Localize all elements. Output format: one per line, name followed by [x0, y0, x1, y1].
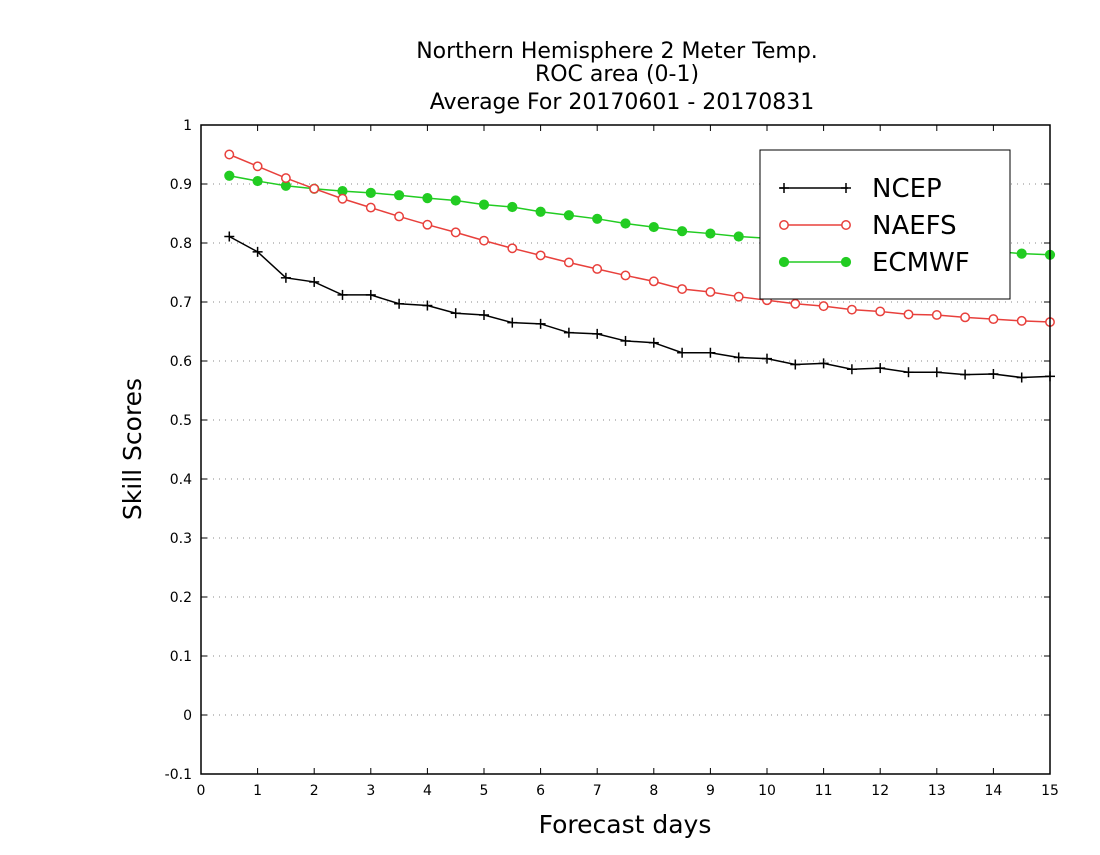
x-tick-label: 0	[197, 783, 206, 799]
series-naefs-point-marker	[394, 211, 405, 222]
x-tick-label: 7	[593, 783, 602, 799]
x-axis-title: Forecast days	[539, 810, 712, 839]
series-ecmwf-point-marker	[592, 213, 603, 224]
legend-label-ecmwf: ECMWF	[872, 248, 970, 278]
series-ecmwf-point-marker	[507, 201, 518, 213]
series-ecmwf-point-marker	[648, 221, 659, 233]
x-tick-label: 2	[310, 783, 319, 799]
series-naefs-point-marker	[648, 276, 659, 287]
legend-label-naefs: NAEFS	[872, 211, 957, 241]
series-naefs-point-marker	[535, 250, 546, 261]
series-naefs-point-marker	[620, 270, 631, 281]
series-naefs-point-marker	[563, 257, 574, 268]
series-naefs-point-marker	[1016, 315, 1027, 326]
series-naefs-point-marker	[988, 314, 999, 325]
series-naefs-point-marker	[422, 219, 433, 230]
series-naefs-point-marker	[705, 287, 716, 297]
x-tick-label: 6	[536, 783, 545, 799]
series-ecmwf-point-marker	[365, 187, 376, 198]
x-tick-label: 8	[649, 783, 658, 799]
y-tick-label: 0.1	[170, 649, 192, 665]
axis-ticks: -0.100.10.20.30.40.50.60.70.80.910 1 2 3 4 5 6…	[165, 118, 1059, 799]
series-naefs-point-marker	[224, 149, 235, 160]
y-tick-label: 0.2	[170, 590, 192, 606]
x-tick-label: 9	[706, 783, 715, 799]
series-naefs-point-marker	[450, 227, 461, 238]
legend-naefs-marker	[779, 220, 789, 230]
series-naefs-point-marker	[931, 310, 942, 320]
series-naefs	[224, 149, 1055, 328]
series-naefs-point-marker	[846, 304, 857, 315]
series-naefs-point-marker	[790, 298, 801, 309]
y-tick-label: 0.8	[170, 236, 192, 252]
legend-item-ecmwf: ECMWF	[778, 248, 970, 278]
series-ecmwf-point-marker	[252, 175, 263, 187]
series-ecmwf-point-marker	[394, 190, 405, 201]
chart-title-line-1: Northern Hemisphere 2 Meter Temp.	[416, 39, 818, 64]
series-ecmwf-point-marker	[478, 199, 490, 210]
series-ecmwf-point-marker	[535, 206, 546, 217]
series-naefs-point-marker	[479, 235, 489, 246]
x-tick-label: 10	[758, 783, 776, 799]
series-ecmwf-point-marker	[705, 228, 716, 239]
y-tick-label: 0.9	[170, 177, 192, 193]
series-naefs-point-marker	[252, 161, 263, 172]
y-tick-label: 0	[183, 708, 192, 724]
x-tick-label: 15	[1041, 783, 1059, 799]
y-tick-label: 0.5	[170, 413, 192, 429]
series-ecmwf-point-marker	[733, 231, 744, 242]
series-ecmwf-point-marker	[450, 195, 461, 206]
plot-frame	[200, 124, 1051, 775]
chart-title-line-2: ROC area (0-1)	[535, 62, 699, 87]
legend-item-naefs: NAEFS	[779, 211, 957, 241]
series-naefs-point-marker	[309, 183, 320, 194]
series-ecmwf-point-marker	[677, 226, 688, 237]
legend-item-ncep: NCEP	[779, 174, 942, 204]
chart-title-line-3: Average For 20170601 - 20170831	[430, 90, 815, 115]
y-tick-label: 0.3	[170, 531, 192, 547]
series-naefs-point-marker	[960, 312, 971, 323]
legend-label-ncep: NCEP	[872, 174, 942, 204]
series-naefs-point-marker	[280, 173, 291, 184]
series-naefs-point-marker	[365, 202, 376, 213]
series-ecmwf-point-marker	[620, 218, 631, 229]
x-tick-label: 11	[815, 783, 833, 799]
series-naefs-point-marker	[592, 264, 603, 274]
x-tick-label: 5	[480, 783, 489, 799]
series-naefs-point-marker	[507, 243, 518, 254]
y-tick-label: 0.6	[170, 354, 192, 370]
series-naefs-point-marker	[875, 306, 886, 317]
y-axis-title: Skill Scores	[118, 378, 147, 520]
series-naefs-point-marker	[337, 193, 348, 204]
legend-ecmwf-marker	[778, 256, 790, 268]
series-ecmwf-point-marker	[1016, 248, 1027, 259]
series-naefs-point-marker	[677, 284, 688, 294]
y-tick-label: 1	[183, 118, 192, 134]
y-tick-label: 0.4	[170, 472, 192, 488]
series-ncep	[224, 231, 1055, 383]
series-ecmwf-point-marker	[422, 193, 433, 204]
legend-naefs-marker	[841, 220, 851, 230]
y-tick-label: 0.7	[170, 295, 192, 311]
x-tick-label: 3	[366, 783, 375, 799]
legend-ecmwf-marker	[840, 256, 852, 268]
series-ecmwf-point-marker	[563, 210, 575, 221]
y-tick-label: -0.1	[165, 767, 192, 783]
series-naefs-point-marker	[733, 291, 744, 302]
x-tick-label: 1	[253, 783, 262, 799]
legend: NCEP NAEFS ECMWF	[759, 149, 1011, 300]
x-tick-label: 13	[928, 783, 946, 799]
x-tick-label: 12	[871, 783, 889, 799]
series-naefs-point-marker	[818, 301, 829, 312]
series-naefs-point-marker	[903, 309, 914, 320]
x-tick-label: 4	[423, 783, 432, 799]
x-tick-label: 14	[984, 783, 1002, 799]
series-ecmwf-point-marker	[224, 170, 235, 181]
